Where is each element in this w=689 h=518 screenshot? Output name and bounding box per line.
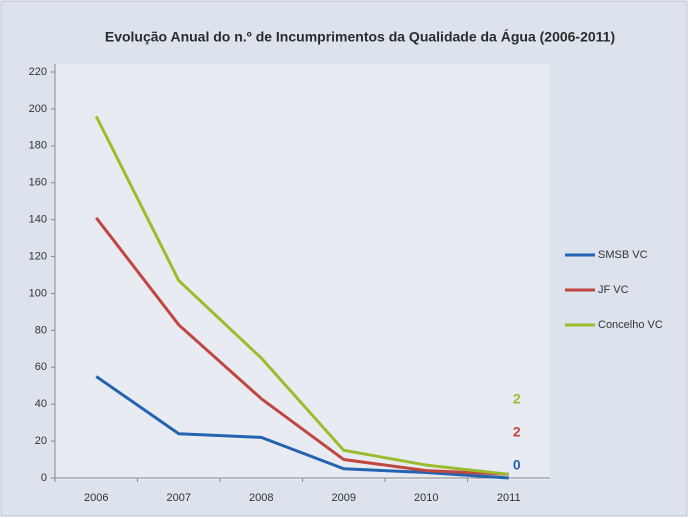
data-label: 2: [513, 424, 521, 440]
y-tick-label: 20: [35, 435, 47, 447]
y-tick-label: 100: [29, 287, 47, 299]
y-tick-label: 0: [41, 472, 47, 484]
legend-label: Concelho VC: [598, 319, 663, 331]
legend-label: SMSB VC: [598, 249, 648, 261]
y-tick-label: 60: [35, 361, 47, 373]
y-tick-label: 80: [35, 324, 47, 336]
y-tick-label: 200: [29, 103, 47, 115]
y-tick-label: 180: [29, 140, 47, 152]
y-tick-label: 120: [29, 250, 47, 262]
line: [95, 375, 509, 480]
x-tick-label: 2010: [414, 492, 438, 504]
y-tick-label: 220: [29, 66, 47, 78]
line: [95, 216, 509, 476]
x-tick-label: 2006: [84, 492, 108, 504]
legend-label: JF VC: [598, 284, 629, 296]
y-tick-label: 160: [29, 177, 47, 189]
x-tick-label: 2007: [167, 492, 191, 504]
chart-title: Evolução Anual do n.º de Incumprimentos …: [105, 29, 615, 45]
data-label: 2: [513, 391, 521, 407]
line: [94, 115, 509, 476]
data-label: 0: [513, 457, 521, 473]
plot-area: [55, 64, 550, 480]
y-tick-label: 40: [35, 398, 47, 410]
x-tick-label: 2009: [332, 492, 356, 504]
y-tick-label: 140: [29, 214, 47, 226]
x-tick-label: 2011: [497, 492, 521, 504]
x-tick-label: 2008: [249, 492, 273, 504]
